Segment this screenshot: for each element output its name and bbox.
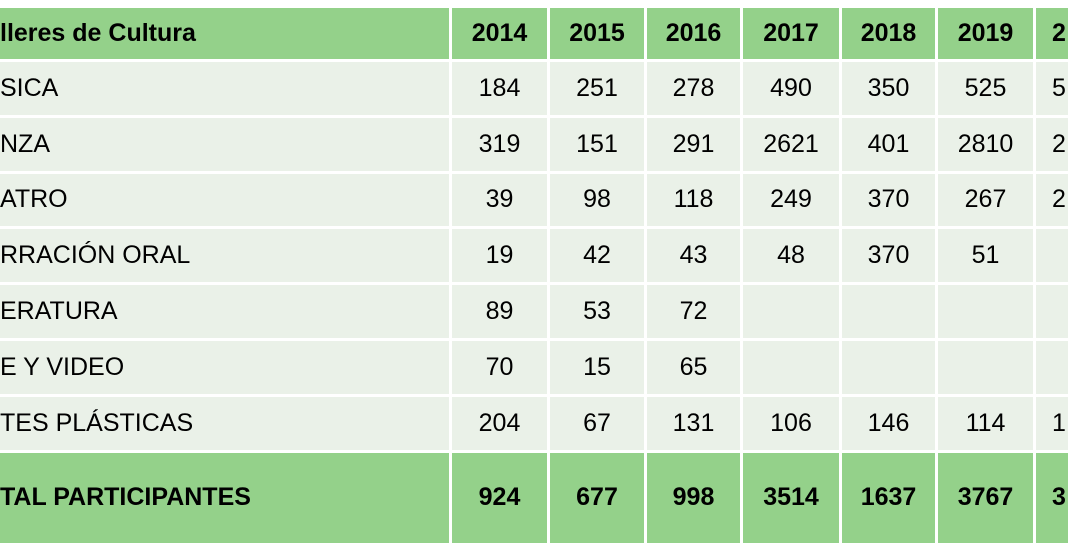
- data-cell: [938, 285, 1033, 338]
- data-cell: 114: [938, 396, 1033, 450]
- data-cell: ATRO: [0, 173, 449, 227]
- data-cell: 131: [647, 396, 740, 450]
- data-cell: [842, 341, 935, 394]
- data-cell: 118: [647, 173, 740, 227]
- data-cell: 72: [647, 285, 740, 338]
- data-cell: 65: [647, 341, 740, 394]
- data-cell: 370: [842, 229, 935, 283]
- data-cell: 51: [938, 229, 1033, 283]
- data-cell: 42: [550, 229, 644, 283]
- total-cell: TAL PARTICIPANTES: [0, 452, 449, 543]
- header-cell: 2019: [938, 8, 1033, 59]
- data-cell: 2621: [743, 117, 839, 171]
- data-cell: 278: [647, 62, 740, 115]
- total-cell: 3: [1036, 452, 1068, 543]
- data-cell: 204: [452, 396, 547, 450]
- data-cell: RRACIÓN ORAL: [0, 229, 449, 283]
- header-cell: 2016: [647, 8, 740, 59]
- data-cell: 53: [550, 285, 644, 338]
- data-cell: 401: [842, 117, 935, 171]
- data-cell: 151: [550, 117, 644, 171]
- data-cell: 67: [550, 396, 644, 450]
- data-cell: 184: [452, 62, 547, 115]
- data-cell: E Y VIDEO: [0, 341, 449, 394]
- data-cell: 5: [1036, 62, 1068, 115]
- data-cell: [938, 341, 1033, 394]
- data-cell: 350: [842, 62, 935, 115]
- header-cell: 2: [1036, 8, 1068, 59]
- data-cell: 106: [743, 396, 839, 450]
- total-cell: 924: [452, 452, 547, 543]
- data-cell: 15: [550, 341, 644, 394]
- data-cell: 146: [842, 396, 935, 450]
- data-cell: 98: [550, 173, 644, 227]
- data-cell: 89: [452, 285, 547, 338]
- data-cell: [743, 341, 839, 394]
- data-cell: [842, 285, 935, 338]
- data-cell: 70: [452, 341, 547, 394]
- table: lleres de Cultura 2014 2015 2016 2017 2018 201…: [0, 8, 1068, 546]
- header-cell: lleres de Cultura: [0, 8, 449, 59]
- data-cell: [1036, 229, 1068, 283]
- data-cell: SICA: [0, 62, 449, 115]
- header-cell: 2015: [550, 8, 644, 59]
- data-cell: 39: [452, 173, 547, 227]
- data-cell: 267: [938, 173, 1033, 227]
- data-cell: 370: [842, 173, 935, 227]
- data-cell: 2: [1036, 173, 1068, 227]
- data-cell: 48: [743, 229, 839, 283]
- data-cell: 19: [452, 229, 547, 283]
- data-cell: [743, 285, 839, 338]
- total-cell: 3767: [938, 452, 1033, 543]
- data-cell: ERATURA: [0, 285, 449, 338]
- total-cell: 3514: [743, 452, 839, 543]
- data-cell: 43: [647, 229, 740, 283]
- header-cell: 2017: [743, 8, 839, 59]
- data-cell: 249: [743, 173, 839, 227]
- header-cell: 2014: [452, 8, 547, 59]
- total-cell: 1637: [842, 452, 935, 543]
- data-cell: 525: [938, 62, 1033, 115]
- data-cell: 1: [1036, 396, 1068, 450]
- data-cell: [1036, 341, 1068, 394]
- data-cell: NZA: [0, 117, 449, 171]
- data-cell: 251: [550, 62, 644, 115]
- data-cell: [1036, 285, 1068, 338]
- total-cell: 998: [647, 452, 740, 543]
- data-cell: TES PLÁSTICAS: [0, 396, 449, 450]
- data-cell: 2810: [938, 117, 1033, 171]
- total-cell: 677: [550, 452, 644, 543]
- data-cell: 319: [452, 117, 547, 171]
- data-cell: 291: [647, 117, 740, 171]
- data-cell: 490: [743, 62, 839, 115]
- header-cell: 2018: [842, 8, 935, 59]
- data-cell: 2: [1036, 117, 1068, 171]
